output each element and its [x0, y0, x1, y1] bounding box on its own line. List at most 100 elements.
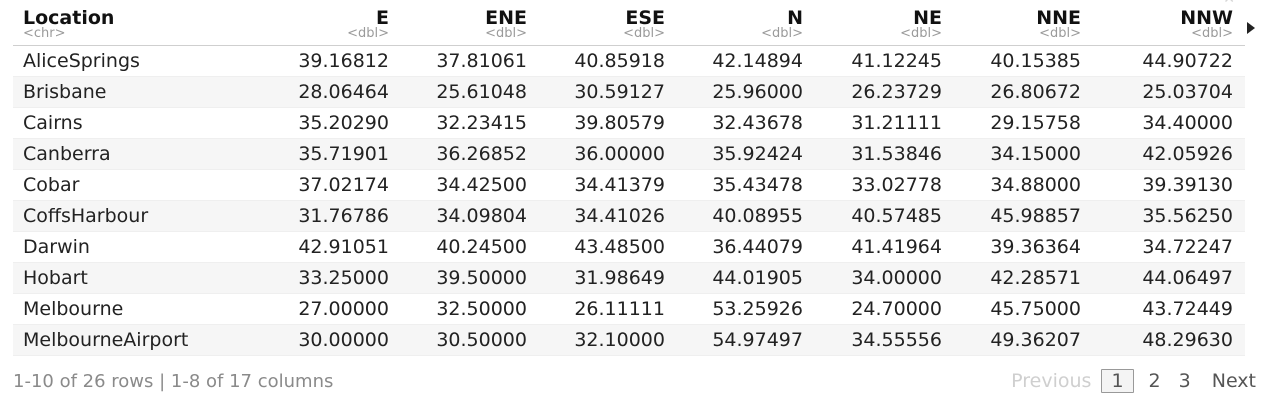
column-header-nne[interactable]: NNE <dbl> — [954, 8, 1093, 46]
column-type: <dbl> — [623, 26, 665, 41]
value-cell: 35.43478 — [677, 169, 815, 201]
value-cell: 39.80579 — [539, 107, 677, 139]
table-info-text: 1-10 of 26 rows | 1-8 of 17 columns — [13, 371, 334, 392]
value-cell: 40.08955 — [677, 200, 815, 232]
value-cell: 34.42500 — [401, 169, 539, 201]
value-cell: 36.00000 — [539, 138, 677, 170]
value-cell: 42.28571 — [954, 262, 1093, 294]
table-row: AliceSprings 39.16812 37.81061 40.85918 42.1… — [13, 45, 1245, 77]
data-table: Location <chr> E <dbl> ENE <dbl> ESE <dbl> N <dbl… — [13, 8, 1245, 356]
value-cell: 30.00000 — [258, 324, 401, 356]
value-cell: 25.03704 — [1093, 76, 1245, 108]
value-cell: 41.12245 — [815, 45, 954, 77]
value-cell: 32.10000 — [539, 324, 677, 356]
value-cell: 54.97497 — [677, 324, 815, 356]
next-page-button[interactable]: Next — [1211, 370, 1256, 392]
value-cell: 33.25000 — [258, 262, 401, 294]
column-name: ENE — [485, 7, 527, 29]
value-cell: 27.00000 — [258, 293, 401, 325]
column-name: E — [376, 7, 389, 29]
value-cell: 31.21111 — [815, 107, 954, 139]
column-name: ESE — [625, 7, 665, 29]
location-cell: AliceSprings — [13, 45, 258, 77]
value-cell: 39.16812 — [258, 45, 401, 77]
value-cell: 44.06497 — [1093, 262, 1245, 294]
value-cell: 45.75000 — [954, 293, 1093, 325]
value-cell: 39.39130 — [1093, 169, 1245, 201]
column-name: NNW — [1180, 7, 1233, 29]
value-cell: 34.88000 — [954, 169, 1093, 201]
column-type: <dbl> — [1191, 26, 1233, 41]
column-header-nnw[interactable]: NNW <dbl> — [1093, 8, 1245, 46]
table-row: CoffsHarbour 31.76786 34.09804 34.41026 40.0… — [13, 200, 1245, 232]
value-cell: 42.91051 — [258, 231, 401, 263]
location-cell: Cobar — [13, 169, 258, 201]
column-header-location[interactable]: Location <chr> — [13, 8, 258, 46]
value-cell: 42.05926 — [1093, 138, 1245, 170]
value-cell: 31.76786 — [258, 200, 401, 232]
location-cell: Melbourne — [13, 293, 258, 325]
value-cell: 30.50000 — [401, 324, 539, 356]
table-row: MelbourneAirport 30.00000 30.50000 32.10000… — [13, 324, 1245, 356]
value-cell: 44.90722 — [1093, 45, 1245, 77]
table-row: Darwin 42.91051 40.24500 43.48500 36.44079 41… — [13, 231, 1245, 263]
value-cell: 26.23729 — [815, 76, 954, 108]
page-button-3[interactable]: 3 — [1178, 370, 1191, 392]
column-header-ese[interactable]: ESE <dbl> — [539, 8, 677, 46]
value-cell: 26.11111 — [539, 293, 677, 325]
value-cell: 32.23415 — [401, 107, 539, 139]
previous-page-button[interactable]: Previous — [1011, 370, 1092, 392]
value-cell: 29.15758 — [954, 107, 1093, 139]
location-cell: Darwin — [13, 231, 258, 263]
value-cell: 40.15385 — [954, 45, 1093, 77]
value-cell: 35.71901 — [258, 138, 401, 170]
value-cell: 43.72449 — [1093, 293, 1245, 325]
value-cell: 32.50000 — [401, 293, 539, 325]
value-cell: 44.01905 — [677, 262, 815, 294]
page-button-1[interactable]: 1 — [1101, 369, 1134, 393]
value-cell: 48.29630 — [1093, 324, 1245, 356]
column-name: NE — [913, 7, 942, 29]
value-cell: 33.02778 — [815, 169, 954, 201]
value-cell: 37.81061 — [401, 45, 539, 77]
column-type: <dbl> — [1039, 26, 1081, 41]
column-header-e[interactable]: E <dbl> — [258, 8, 401, 46]
value-cell: 34.09804 — [401, 200, 539, 232]
pagination: Previous 1 2 3 Next — [1011, 369, 1256, 393]
value-cell: 34.72247 — [1093, 231, 1245, 263]
value-cell: 34.55556 — [815, 324, 954, 356]
page-button-2[interactable]: 2 — [1148, 370, 1161, 392]
column-type: <dbl> — [485, 26, 527, 41]
table-row: Melbourne 27.00000 32.50000 26.11111 53.2592… — [13, 293, 1245, 325]
value-cell: 36.26852 — [401, 138, 539, 170]
location-cell: Canberra — [13, 138, 258, 170]
column-header-ne[interactable]: NE <dbl> — [815, 8, 954, 46]
table-row: Brisbane 28.06464 25.61048 30.59127 25.96000… — [13, 76, 1245, 108]
value-cell: 43.48500 — [539, 231, 677, 263]
column-name: N — [787, 7, 803, 29]
value-cell: 26.80672 — [954, 76, 1093, 108]
value-cell: 24.70000 — [815, 293, 954, 325]
location-cell: Brisbane — [13, 76, 258, 108]
column-name: Location — [23, 7, 115, 29]
table-body: AliceSprings 39.16812 37.81061 40.85918 42.1… — [13, 45, 1245, 356]
column-header-n[interactable]: N <dbl> — [677, 8, 815, 46]
value-cell: 45.98857 — [954, 200, 1093, 232]
value-cell: 31.98649 — [539, 262, 677, 294]
value-cell: 53.25926 — [677, 293, 815, 325]
column-type: <dbl> — [761, 26, 803, 41]
table-row: Canberra 35.71901 36.26852 36.00000 35.92424… — [13, 138, 1245, 170]
column-header-ene[interactable]: ENE <dbl> — [401, 8, 539, 46]
value-cell: 36.44079 — [677, 231, 815, 263]
next-columns-arrow-icon[interactable] — [1247, 22, 1255, 34]
value-cell: 35.56250 — [1093, 200, 1245, 232]
value-cell: 28.06464 — [258, 76, 401, 108]
column-type: <dbl> — [347, 26, 389, 41]
value-cell: 34.41026 — [539, 200, 677, 232]
value-cell: 34.41379 — [539, 169, 677, 201]
value-cell: 34.40000 — [1093, 107, 1245, 139]
value-cell: 39.36364 — [954, 231, 1093, 263]
value-cell: 40.57485 — [815, 200, 954, 232]
value-cell: 34.00000 — [815, 262, 954, 294]
location-cell: Hobart — [13, 262, 258, 294]
